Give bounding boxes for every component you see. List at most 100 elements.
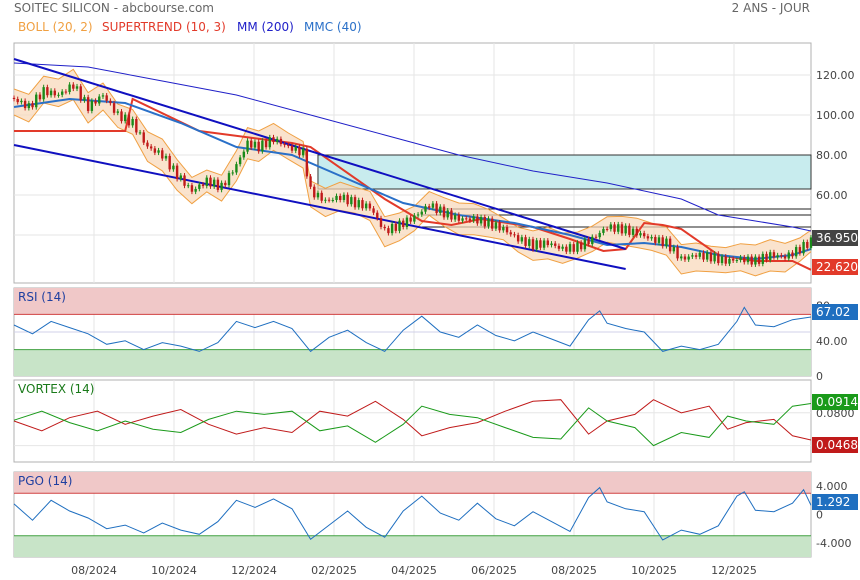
candle-body bbox=[676, 247, 679, 259]
candle-body bbox=[72, 84, 75, 89]
candle-body bbox=[42, 87, 45, 100]
candle-body bbox=[427, 206, 431, 208]
candle-body bbox=[613, 224, 616, 232]
vortex-minus-tag-bg bbox=[812, 437, 858, 453]
candle-body bbox=[212, 179, 216, 187]
candle-body bbox=[487, 218, 490, 227]
candle-body bbox=[394, 223, 398, 231]
candle-body bbox=[691, 255, 694, 257]
candle-body bbox=[794, 247, 798, 257]
candle-body bbox=[194, 188, 197, 192]
candle-body bbox=[142, 132, 145, 143]
candle-body bbox=[57, 94, 60, 96]
last-price-tag: 36.950 bbox=[816, 231, 858, 245]
candle-body bbox=[353, 197, 357, 208]
price-y-tick: 60.00 bbox=[816, 189, 848, 202]
candle-body bbox=[672, 247, 676, 252]
candle-body bbox=[46, 87, 49, 96]
candle-body bbox=[416, 214, 420, 216]
candle-body bbox=[461, 218, 464, 221]
candle-body bbox=[809, 237, 813, 248]
candle-body bbox=[798, 247, 802, 254]
candle-body bbox=[772, 252, 776, 258]
candle-body bbox=[253, 141, 257, 148]
candle-body bbox=[86, 97, 90, 111]
candle-body bbox=[383, 226, 386, 229]
x-tick-label: 10/2024 bbox=[151, 564, 197, 577]
candle-body bbox=[661, 237, 664, 247]
candle-body bbox=[112, 103, 116, 113]
candle-body bbox=[275, 138, 279, 143]
candle-body bbox=[238, 157, 242, 165]
candle-body bbox=[16, 99, 19, 103]
x-tick-label: 04/2025 bbox=[391, 564, 437, 577]
candle-body bbox=[780, 255, 783, 257]
candle-body bbox=[783, 256, 787, 259]
candle-body bbox=[624, 225, 627, 234]
rsi-label: RSI (14) bbox=[18, 290, 66, 304]
candle-body bbox=[802, 241, 805, 254]
candle-body bbox=[287, 145, 290, 147]
candle-body bbox=[98, 96, 101, 104]
candle-body bbox=[757, 256, 761, 264]
candle-body bbox=[743, 257, 746, 263]
candle-body bbox=[531, 239, 535, 250]
candle-body bbox=[498, 222, 501, 231]
candle-body bbox=[513, 234, 516, 236]
candle-body bbox=[31, 103, 34, 108]
candle-body bbox=[264, 140, 268, 148]
candle-body bbox=[680, 256, 683, 259]
candle-body bbox=[806, 241, 809, 248]
candle-body bbox=[224, 182, 227, 186]
candle-body bbox=[476, 216, 479, 224]
candle-body bbox=[754, 256, 757, 265]
pgo-value-tag-bg bbox=[812, 494, 858, 510]
candle-body bbox=[187, 185, 190, 187]
candle-body bbox=[179, 175, 183, 180]
candle-body bbox=[561, 246, 564, 249]
candle-body bbox=[516, 235, 520, 242]
vortex-panel-frame bbox=[13, 379, 812, 463]
candle-body bbox=[424, 206, 427, 212]
rsi-line bbox=[13, 306, 812, 353]
candle-body bbox=[246, 140, 249, 152]
candle-body bbox=[372, 208, 375, 213]
candle-body bbox=[49, 90, 53, 96]
candle-body bbox=[706, 252, 709, 260]
candle-body bbox=[746, 256, 750, 263]
vortex-minus-tag: 0.0468 bbox=[816, 438, 858, 452]
vortex-label: VORTEX (14) bbox=[18, 382, 95, 396]
candle-body bbox=[720, 256, 724, 264]
upper-trend-line bbox=[13, 58, 626, 250]
candle-body bbox=[68, 84, 71, 93]
candle-body bbox=[420, 211, 423, 215]
candle-body bbox=[327, 199, 331, 201]
bollinger-upper bbox=[13, 68, 812, 249]
candle-body bbox=[294, 146, 297, 151]
candle-body bbox=[124, 114, 127, 122]
candle-body bbox=[450, 210, 453, 220]
x-tick-label: 06/2025 bbox=[471, 564, 517, 577]
candle-body bbox=[442, 206, 446, 218]
candle-body bbox=[35, 94, 38, 108]
candle-body bbox=[576, 242, 579, 252]
candle-body bbox=[539, 240, 542, 248]
legend-mm200: MM (200) bbox=[237, 20, 294, 34]
candle-body bbox=[201, 184, 205, 187]
candle-body bbox=[505, 227, 509, 233]
x-tick-label: 08/2025 bbox=[551, 564, 597, 577]
pgo-line bbox=[13, 486, 812, 541]
candle-body bbox=[309, 176, 312, 187]
candle-body bbox=[390, 223, 394, 234]
candle-body bbox=[23, 100, 27, 109]
vortex-y-tick: 0.0800 bbox=[816, 407, 855, 420]
candle-body bbox=[602, 228, 605, 233]
candle-body bbox=[631, 228, 635, 235]
candle-body bbox=[283, 144, 286, 146]
candle-body bbox=[750, 256, 753, 265]
candle-body bbox=[135, 118, 138, 133]
legend-supertrend: SUPERTREND (10, 3) bbox=[102, 20, 226, 34]
candle-body bbox=[635, 228, 638, 236]
candle-body bbox=[572, 244, 575, 252]
x-tick-label: 12/2024 bbox=[231, 564, 277, 577]
